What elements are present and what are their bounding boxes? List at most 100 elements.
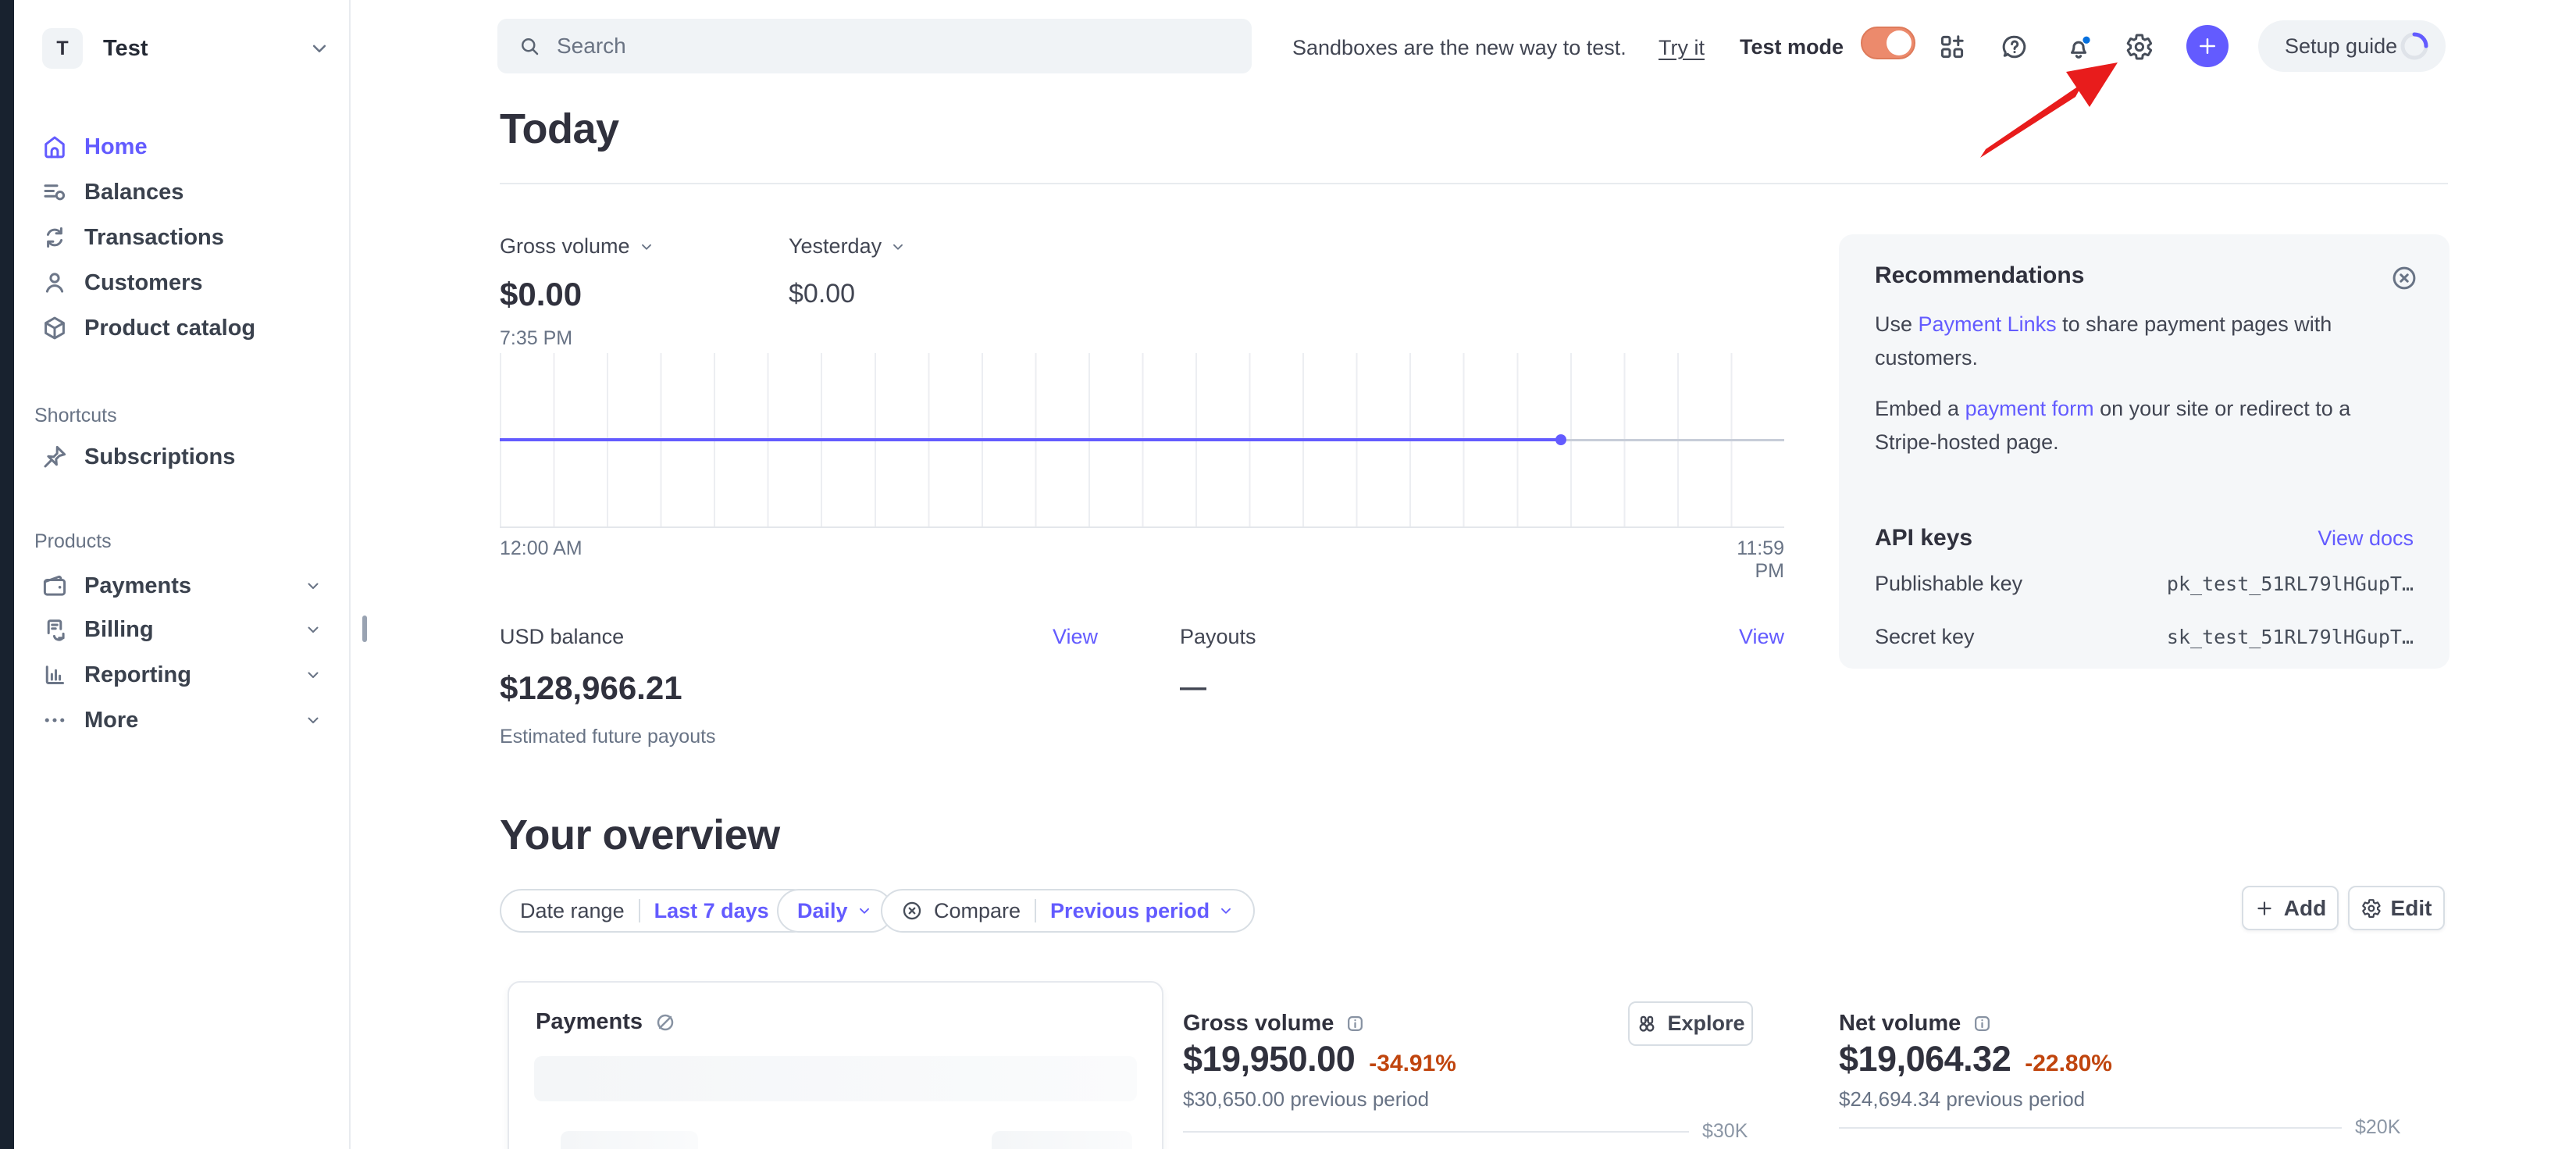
info-icon[interactable] <box>1972 1013 1993 1034</box>
invoice-icon <box>41 616 69 644</box>
skeleton-bar <box>534 1056 1137 1101</box>
gross-volume-selector[interactable]: Gross volume <box>500 234 655 259</box>
net-volume-gridline <box>1839 1127 2342 1129</box>
sandbox-banner-text: Sandboxes are the new way to test. <box>1292 36 1626 59</box>
metric-label-text: Yesterday <box>789 234 882 258</box>
sidebar-item-payments[interactable]: Payments <box>14 563 351 608</box>
explore-button[interactable]: Explore <box>1628 1001 1753 1046</box>
plus-icon <box>2200 38 2215 54</box>
gross-volume-previous: $30,650.00 previous period <box>1183 1087 1430 1111</box>
workspace-switcher[interactable]: T Test <box>42 28 331 69</box>
chart-x-start-label: 12:00 AM <box>500 537 583 559</box>
sidebar-item-more[interactable]: More <box>14 698 351 743</box>
product-catalog-icon <box>41 314 69 342</box>
sidebar-item-label: Payments <box>84 573 192 598</box>
usd-balance-value: $128,966.21 <box>500 669 682 706</box>
gross-volume-card-title: Gross volume <box>1183 1011 1334 1036</box>
settings-gear-icon[interactable] <box>2125 33 2154 61</box>
recommendations-title: Recommendations <box>1875 262 2085 288</box>
chevron-down-icon <box>641 244 651 250</box>
notification-dot <box>2083 36 2090 44</box>
publishable-key-row: Publishable key pk_test_51RL79lHGupT… <box>1875 572 2414 596</box>
today-heading: Today <box>500 105 619 152</box>
setup-guide-label: Setup guide <box>2285 34 2398 58</box>
search-input[interactable] <box>555 33 1214 59</box>
help-icon[interactable] <box>2001 33 2029 61</box>
payments-card-title-row: Payments <box>536 1009 677 1035</box>
gross-volume-value: $0.00 <box>500 276 583 312</box>
chevron-down-icon <box>304 665 322 684</box>
payouts-view-link[interactable]: View <box>1738 625 1784 648</box>
sidebar-item-billing[interactable]: Billing <box>14 607 351 652</box>
sidebar-item-reporting[interactable]: Reporting <box>14 652 351 698</box>
add-button-label: Add <box>2283 895 2327 920</box>
try-it-link[interactable]: Try it <box>1659 36 1705 59</box>
chart-line-remaining <box>1560 439 1784 441</box>
interval-filter[interactable]: Daily <box>777 889 893 933</box>
publishable-key-value[interactable]: pk_test_51RL79lHGupT… <box>2166 573 2414 595</box>
bar-chart-icon <box>41 661 69 689</box>
yesterday-selector[interactable]: Yesterday <box>789 234 907 259</box>
close-icon[interactable] <box>2390 264 2418 292</box>
sidebar-item-label: Product catalog <box>84 315 256 341</box>
usd-balance-label: USD balance <box>500 625 625 648</box>
setup-guide-button[interactable]: Setup guide <box>2258 20 2446 72</box>
payments-card[interactable]: Payments <box>508 981 1163 1149</box>
balances-icon <box>41 178 69 206</box>
sidebar-item-balances[interactable]: Balances <box>14 169 351 215</box>
pill-divider <box>1035 899 1037 922</box>
secret-key-value[interactable]: sk_test_51RL79lHGupT… <box>2166 626 2414 648</box>
pill-divider <box>638 899 640 922</box>
sidebar-item-label: Billing <box>84 616 154 642</box>
sidebar-item-label: Reporting <box>84 662 191 687</box>
date-range-label: Date range <box>520 898 625 922</box>
chart-current-point <box>1555 434 1566 445</box>
compare-value: Previous period <box>1050 898 1210 922</box>
payment-form-link[interactable]: payment form <box>1965 397 2094 420</box>
scrollbar-thumb[interactable] <box>362 616 367 642</box>
compare-filter[interactable]: Compare Previous period <box>881 889 1256 933</box>
today-gross-volume-chart[interactable] <box>500 353 1784 528</box>
date-range-filter[interactable]: Date range Last 7 days <box>500 889 814 933</box>
sidebar-item-subscriptions[interactable]: Subscriptions <box>14 434 351 480</box>
apps-grid-icon[interactable] <box>1938 33 1966 61</box>
wallet-icon <box>41 572 69 600</box>
net-volume-axis-label: $20K <box>2355 1116 2401 1138</box>
overview-heading: Your overview <box>500 812 780 858</box>
chevron-down-icon <box>304 576 322 595</box>
explore-button-label: Explore <box>1667 1012 1745 1035</box>
gross-volume-gridline <box>1183 1131 1689 1133</box>
sidebar-item-label: Customers <box>84 269 203 295</box>
payment-links-link[interactable]: Payment Links <box>1918 312 2057 336</box>
workspace-name: Test <box>103 35 148 61</box>
sidebar-item-home[interactable]: Home <box>14 124 351 169</box>
search-bar[interactable] <box>497 19 1252 73</box>
text: on your site or redirect to a Stripe-hos… <box>1875 397 2351 454</box>
info-icon[interactable] <box>1345 1013 1366 1034</box>
notifications-bell-icon[interactable] <box>2063 33 2091 61</box>
sidebar-item-product-catalog[interactable]: Product catalog <box>14 305 351 351</box>
add-widget-button[interactable]: Add <box>2242 886 2339 930</box>
net-volume-card-value: $19,064.32 <box>1839 1039 2011 1079</box>
create-plus-button[interactable] <box>2186 25 2229 67</box>
workspace-avatar: T <box>42 28 83 69</box>
net-volume-card-title-row: Net volume <box>1839 1011 1993 1037</box>
sidebar-item-customers[interactable]: Customers <box>14 260 351 305</box>
plus-icon <box>2257 901 2271 915</box>
compare-label: Compare <box>934 898 1021 922</box>
usd-balance-block: USD balance View $128,966.21 Estimated f… <box>500 625 1098 748</box>
pin-icon <box>41 443 69 471</box>
view-docs-link[interactable]: View docs <box>2318 526 2414 550</box>
net-volume-card-title: Net volume <box>1839 1011 1961 1036</box>
test-mode-toggle[interactable] <box>1861 27 1915 59</box>
sidebar-item-transactions[interactable]: Transactions <box>14 215 351 260</box>
usd-balance-view-link[interactable]: View <box>1052 625 1098 648</box>
sidebar-item-label: Transactions <box>84 224 224 250</box>
edit-overview-button[interactable]: Edit <box>2348 886 2445 930</box>
secret-key-label: Secret key <box>1875 625 1975 648</box>
toggle-knob <box>1887 30 1912 55</box>
payouts-block: Payouts View — <box>1180 625 1784 703</box>
remove-compare-icon[interactable] <box>901 900 923 922</box>
sidebar-item-label: Home <box>84 134 148 159</box>
gross-volume-metric: Gross volume $0.00 7:35 PM <box>500 234 655 350</box>
